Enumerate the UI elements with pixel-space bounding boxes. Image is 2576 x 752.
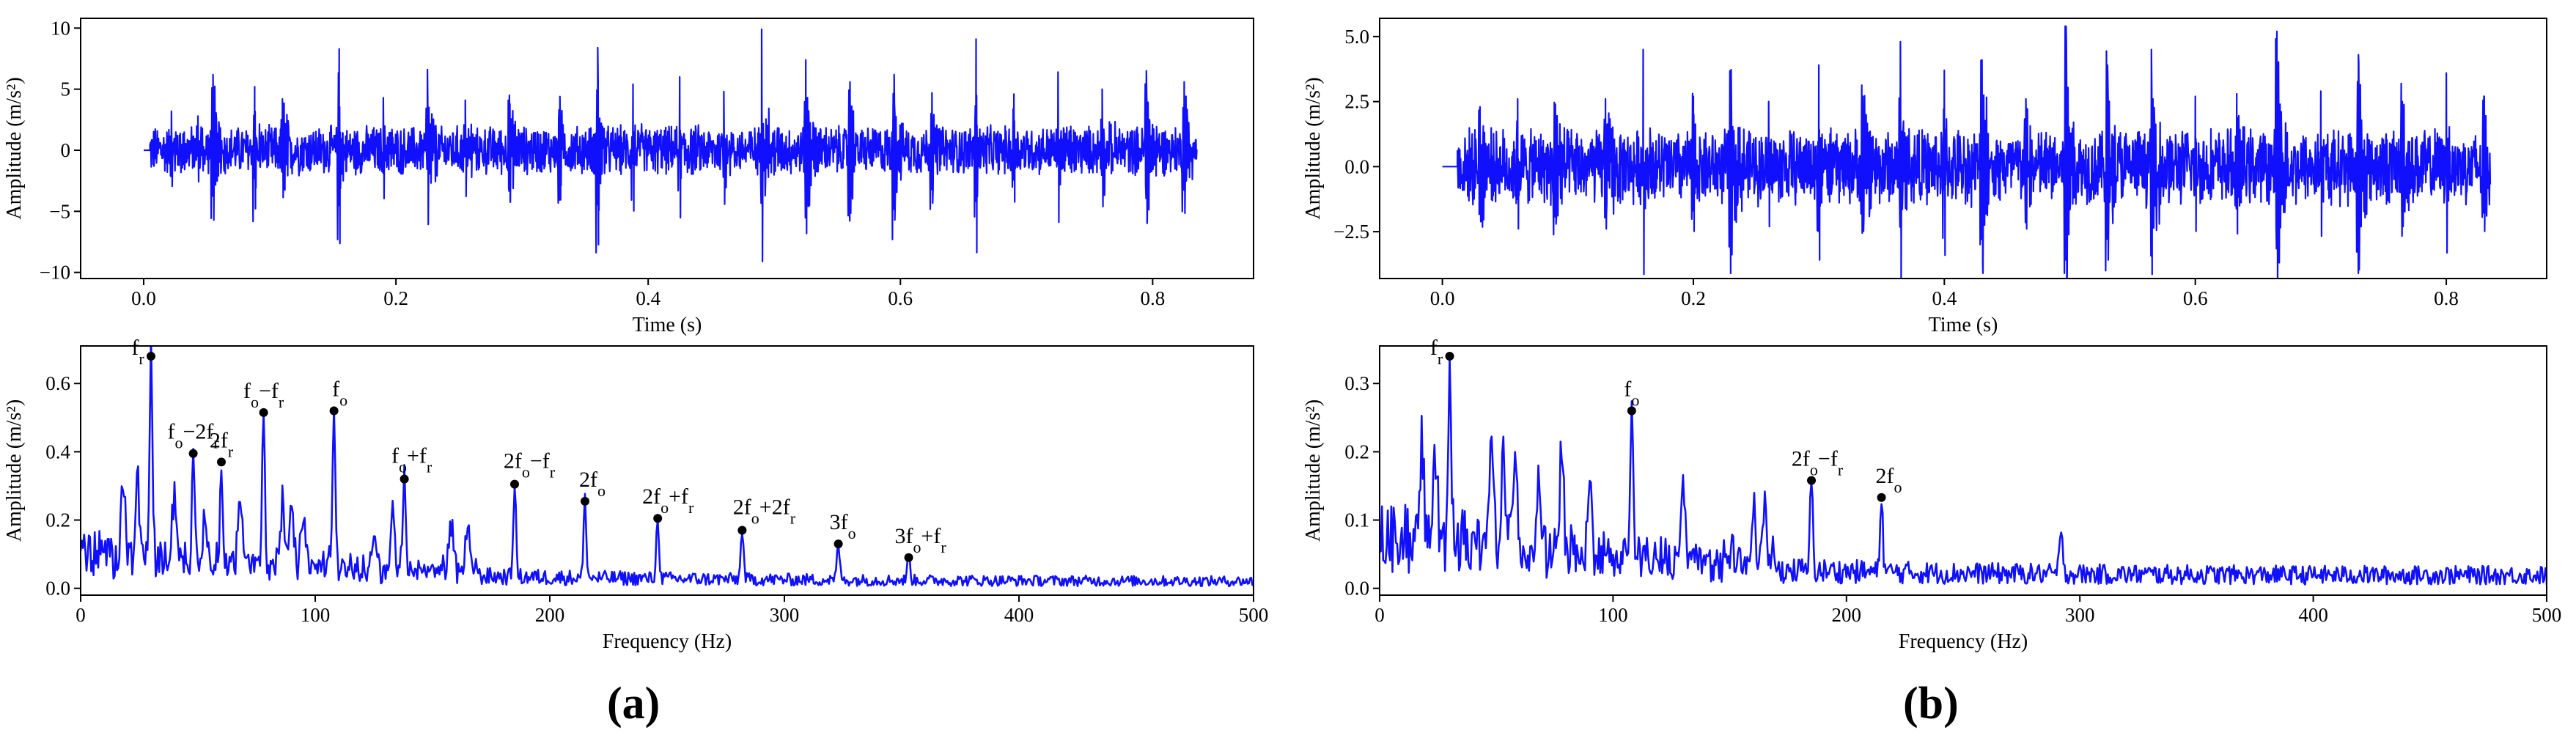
x-tick-label: 0.2 [383,287,408,309]
x-tick-label: 0.8 [2434,287,2459,309]
y-tick-label: −5 [49,200,70,222]
peak-marker [400,474,409,484]
panel-label-b: (b) [1903,679,1959,729]
peak-label: fo [1624,377,1639,409]
x-tick-label: 100 [301,604,331,626]
y-tick-label: 0.0 [1344,578,1369,600]
peak-marker [329,406,339,416]
peak-marker [737,526,747,535]
y-tick-label: 0.1 [1344,509,1369,531]
series-line [1442,25,2492,279]
peak-label: fo−2fr [167,420,219,452]
peak-label: fr [1430,336,1443,368]
y-tick-label: 5 [61,78,71,100]
x-tick-label: 400 [2298,604,2328,626]
x-tick-label: 0.6 [2183,287,2208,309]
x-tick-label: 500 [1239,604,1269,626]
x-tick-label: 0 [1375,604,1385,626]
peak-marker [1445,351,1454,361]
x-tick-label: 0.2 [1681,287,1706,309]
peak-marker [581,496,589,506]
y-tick-label: 0.2 [45,509,70,531]
peak-marker [1877,493,1886,502]
x-axis-label: Frequency (Hz) [603,630,732,653]
x-tick-label: 300 [770,604,800,626]
y-tick-label: 0.3 [1344,372,1369,394]
peak-label: 2fo [1876,464,1902,496]
peak-marker [1627,406,1636,416]
x-tick-label: 0.4 [1932,287,1957,309]
plot-a-spectrum: 0 100 200 300 400 500 0.0 0.2 0.4 0.6 Frequency (H… [3,336,1269,653]
series-line [1380,356,2547,586]
y-tick-label: 0.0 [1344,155,1369,177]
peak-label: fo+fr [391,444,433,476]
x-axis-label: Time (s) [633,314,702,336]
x-tick-label: 0.0 [131,287,156,309]
y-tick-label: −10 [40,262,70,284]
x-tick-label: 500 [2532,604,2562,626]
y-tick-label: 0 [61,139,71,161]
y-tick-label: 0.0 [45,578,70,600]
peak-label: 3fo+fr [894,524,946,556]
x-tick-label: 0.0 [1430,287,1455,309]
x-tick-label: 100 [1598,604,1628,626]
plot-b-time-signal: 0.0 0.2 0.4 0.6 0.8 −2.5 0.0 2.5 5.0 Time (s) Ampl… [1302,18,2547,336]
panel-label-a: (a) [607,679,660,729]
peak-marker [188,449,198,458]
x-axis-label: Frequency (Hz) [1899,630,2028,653]
y-tick-label: 0.6 [45,372,70,394]
peak-label: fo−fr [243,379,284,411]
peak-label: fo [332,377,347,409]
peak-marker [833,539,843,549]
peak-marker [217,457,226,467]
peak-marker [510,479,519,489]
x-tick-label: 200 [1832,604,1862,626]
plot-a-time-signal: 0.0 0.2 0.4 0.6 0.8 −10 −5 0 5 10 Time (s) Amplitud… [3,17,1254,336]
series-line [144,28,1198,262]
peak-marker [147,351,155,361]
peak-label: 2fr [210,428,234,460]
plot-frame [1379,345,2547,596]
plot-frame [1379,18,2547,279]
x-tick-label: 200 [535,604,565,626]
y-tick-label: 10 [51,17,70,39]
y-axis-label: Amplitude (m/s²) [3,399,26,542]
peak-label: 2fo+2fr [733,495,796,528]
y-axis-label: Amplitude (m/s²) [1302,399,1325,542]
x-tick-label: 400 [1004,604,1034,626]
y-tick-label: 5.0 [1344,26,1369,48]
peak-marker [904,553,913,562]
peak-label: 3fo [830,510,856,542]
peak-label: 2fo−fr [1792,447,1844,479]
y-tick-label: 2.5 [1344,91,1369,113]
series-line [81,346,1254,588]
peak-label: 2fo+fr [642,484,694,517]
peak-marker [259,408,268,417]
peak-label: 2fo−fr [504,449,556,482]
y-axis-label: Amplitude (m/s²) [3,77,26,219]
y-tick-label: −2.5 [1333,221,1369,243]
y-tick-label: 0.2 [1344,440,1369,462]
x-tick-label: 0.6 [888,287,913,309]
peak-marker [653,514,663,523]
x-tick-label: 0.8 [1140,287,1165,309]
x-tick-label: 300 [2065,604,2095,626]
x-tick-label: 0 [76,604,86,626]
y-tick-label: 0.4 [45,440,70,462]
peak-label: 2fo [579,468,606,500]
x-axis-label: Time (s) [1929,314,1998,336]
x-tick-label: 0.4 [636,287,660,309]
plot-frame [80,345,1254,596]
peak-marker [1807,476,1817,485]
plot-b-spectrum: 0 100 200 300 400 500 0.0 0.1 0.2 0.3 Frequency (H… [1302,336,2561,653]
peak-label: fr [131,336,144,368]
y-axis-label: Amplitude (m/s²) [1302,77,1325,219]
plot-frame [80,18,1254,279]
